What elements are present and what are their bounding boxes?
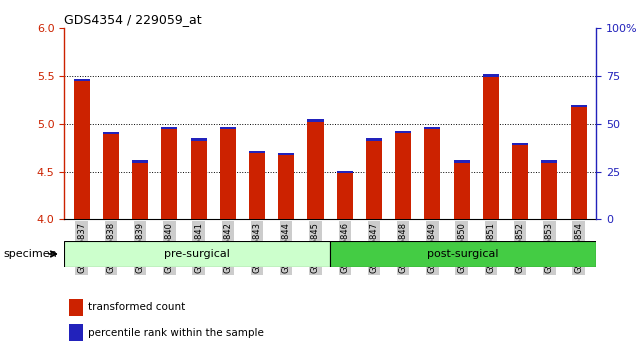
Bar [330,241,596,267]
Bar [249,151,265,153]
Bar [337,171,353,173]
Text: specimen: specimen [3,249,57,259]
Bar [249,153,265,219]
Bar [308,121,324,219]
Bar [74,79,90,81]
Bar [454,162,470,219]
Bar [308,119,324,121]
Bar [570,105,587,107]
Bar [337,173,353,219]
Bar [278,153,294,155]
Bar [69,299,83,316]
Bar [162,129,178,219]
Text: percentile rank within the sample: percentile rank within the sample [88,328,264,338]
Bar [541,162,558,219]
Bar [190,138,206,141]
Text: transformed count: transformed count [88,302,185,312]
Bar [162,127,178,129]
Bar [570,107,587,219]
Bar [132,160,148,162]
Bar [424,129,440,219]
Bar [454,160,470,162]
Bar [190,141,206,219]
Bar [366,138,382,141]
Text: post-surgical: post-surgical [428,249,499,259]
Bar [541,160,558,162]
Bar [395,133,412,219]
Bar [220,127,236,129]
Bar [395,131,412,133]
Bar [483,74,499,76]
Text: pre-surgical: pre-surgical [164,249,230,259]
Bar [483,76,499,219]
Bar [512,143,528,145]
Bar [132,162,148,219]
Bar [69,324,83,341]
Bar [512,145,528,219]
Bar [424,127,440,129]
Bar [74,81,90,219]
Bar [103,132,119,134]
Text: GDS4354 / 229059_at: GDS4354 / 229059_at [64,13,202,26]
Bar [64,241,330,267]
Bar [103,134,119,219]
Bar [366,141,382,219]
Bar [278,155,294,219]
Bar [220,129,236,219]
